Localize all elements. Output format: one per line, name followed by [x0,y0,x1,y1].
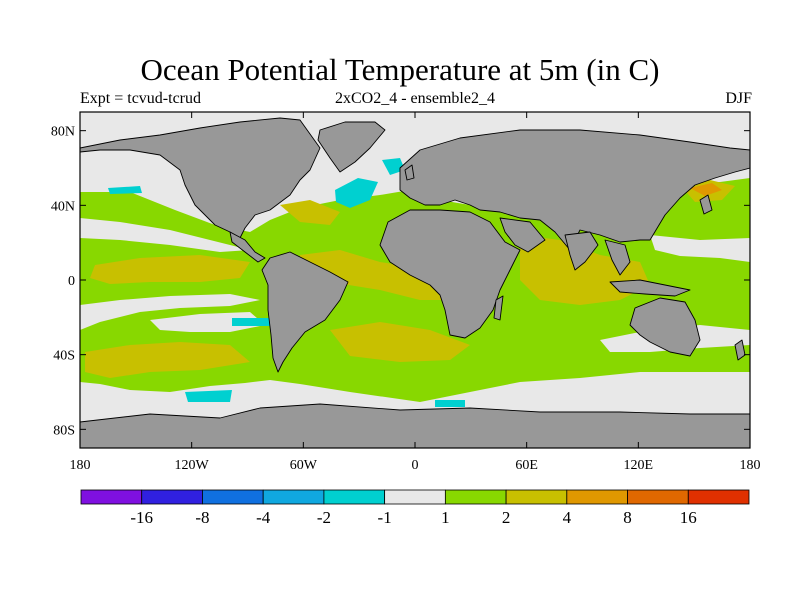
land-antarctica [80,403,750,448]
ocean-warm-gulf-stream [280,200,340,225]
colorbar-swatch [687,489,750,505]
ocean-cool-south-atlantic [435,400,465,407]
colorbar-swatch [323,489,386,505]
ocean-warm-south-pacific [85,342,250,378]
season-label: DJF [725,90,752,107]
land-madagascar [493,295,504,321]
colorbar-swatch [80,489,143,505]
land-central-america [229,231,266,263]
land-eurasia [399,129,750,251]
land-north-america [80,117,321,239]
colorbar-label: -8 [195,508,209,527]
lon-tick-label: 60W [290,458,318,473]
ocean-gap-north-pacific [80,218,250,252]
ocean-cool-south-pacific-b [185,390,232,402]
colorbar-label: 8 [623,508,632,527]
colorbar-label: -1 [378,508,392,527]
lat-tick-label: 80S [53,423,75,438]
lat-tick-label: 40S [53,349,75,364]
colorbar-swatch [202,489,264,505]
ocean-warm-south-atlantic [330,322,470,362]
land [80,117,750,448]
ensemble-label: 2xCO2_4 - ensemble2_4 [335,90,495,107]
lon-tick-label: 120W [175,458,210,473]
colorbar-label: 2 [502,508,511,527]
colorbar-swatch [262,489,325,505]
colorbar-label: 16 [680,508,697,527]
land-arabia [499,217,546,253]
ocean-hot-kuroshio [690,183,722,196]
colorbar-label: 1 [441,508,450,527]
colorbar-swatch [384,489,446,505]
lon-tick-label: 0 [412,458,419,473]
colorbar-swatch [141,489,203,505]
colorbar-label: -16 [130,508,153,527]
land-south-america [261,251,349,373]
colorbar-swatch [444,489,507,505]
colorbar-label: -4 [256,508,271,527]
ocean-cool-north-atlantic [335,178,378,208]
ocean-warm-pacific-band [90,255,250,284]
plot-title: Ocean Potential Temperature at 5m (in C) [140,52,660,87]
ocean-gap-west-pacific [650,235,750,262]
ocean-cool-labrador [382,158,405,175]
lon-tick-label: 180 [740,458,761,473]
land-indonesia [609,279,691,297]
latitude-axis: 80N 40N 0 40S 80S [51,125,750,438]
land-india [564,231,599,271]
land-uk [404,164,415,181]
land-japan [699,194,713,215]
lat-tick-label: 40N [51,199,75,214]
colorbar-swatch [627,489,689,505]
land-greenland [317,121,386,173]
colorbar-swatch [505,489,568,505]
map-area [80,112,750,448]
land-africa [379,209,521,339]
colorbar-swatch [566,489,628,505]
ocean-cool-north-pacific [108,186,142,194]
lon-tick-label: 60E [515,458,538,473]
ocean-gap-east-pacific [150,312,265,332]
experiment-label: Expt = tcvud-tcrud [80,90,201,107]
colorbar: -16 -8 -4 -2 -1 1 2 4 8 16 [80,489,750,527]
ocean-cool-south-pacific-a [232,318,272,326]
land-australia [629,297,701,357]
ocean-gap-south-pacific [80,294,260,330]
ocean-warm-atlantic [300,250,470,300]
colorbar-label: 4 [563,508,572,527]
lon-tick-label: 180 [70,458,91,473]
longitude-axis: 180 120W 60W 0 60E 120E 180 [70,112,761,473]
land-southeast-asia [604,239,631,276]
lat-tick-label: 80N [51,125,75,140]
lat-tick-label: 0 [68,274,75,289]
colorbar-label: -2 [317,508,331,527]
lon-tick-label: 120E [624,458,654,473]
